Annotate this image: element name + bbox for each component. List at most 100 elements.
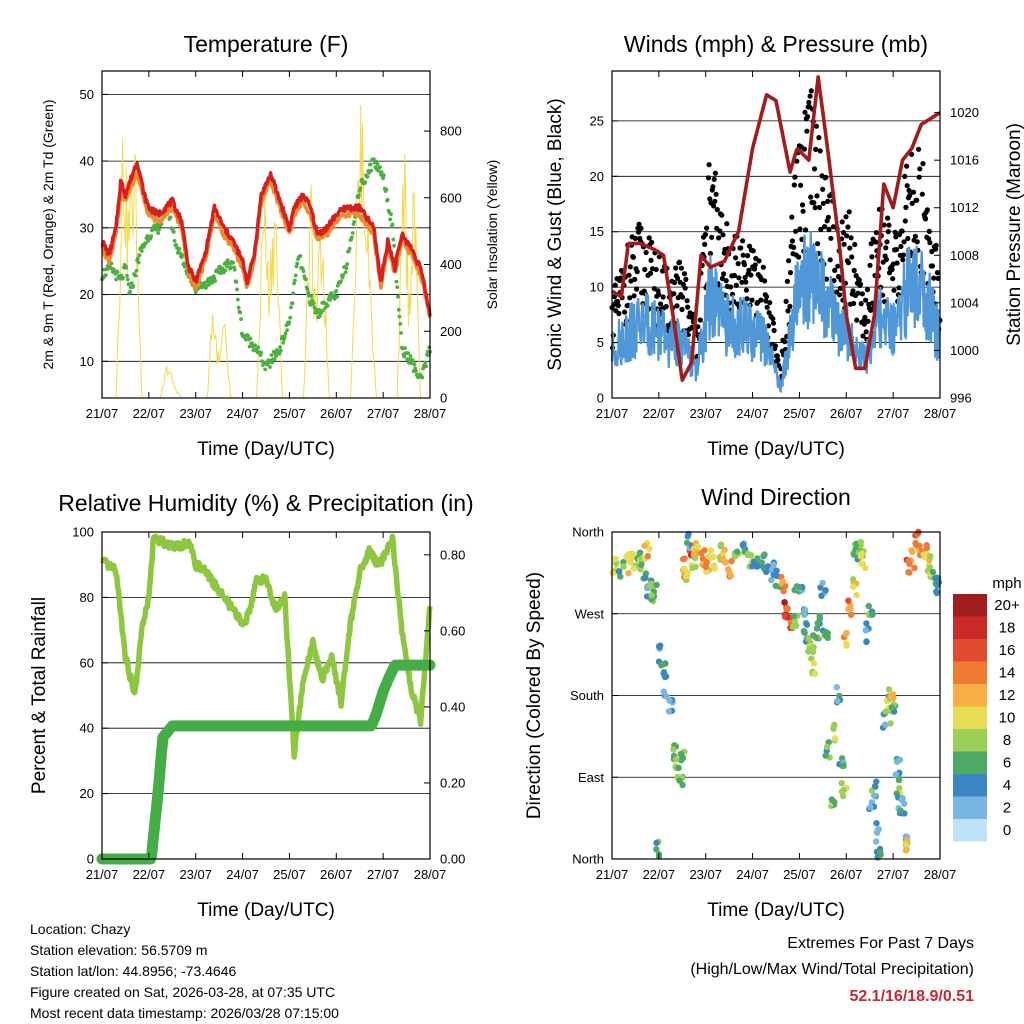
chart-title-1: Winds (mph) & Pressure (mb) (624, 31, 928, 57)
gust-point (902, 218, 908, 224)
gust-point (679, 306, 685, 313)
ytick-label-3-3: West (575, 606, 605, 621)
chart-title-0: Temperature (F) (184, 31, 349, 57)
gust-point (886, 222, 892, 228)
direction-point (660, 688, 667, 695)
direction-point (882, 708, 889, 715)
dewpoint-point (334, 289, 339, 293)
direction-point (689, 564, 696, 572)
direction-point (630, 565, 637, 572)
dewpoint-point (317, 307, 321, 312)
dewpoint-point (136, 256, 140, 261)
gust-point (663, 303, 669, 310)
dewpoint-point (420, 375, 425, 380)
gust-point (634, 286, 640, 292)
gust-point (615, 303, 621, 309)
direction-point (675, 764, 682, 772)
direction-point (850, 583, 857, 590)
dewpoint-point (129, 281, 134, 285)
gust-point (804, 114, 811, 120)
dewpoint-point (318, 314, 322, 318)
gust-point (658, 301, 664, 307)
dewpoint-point (225, 264, 229, 269)
gust-point (782, 339, 788, 345)
dewpoint-point (124, 265, 129, 270)
direction-point (779, 578, 786, 585)
gust-point (752, 266, 758, 272)
xtick-label-2-5: 26/07 (320, 867, 353, 882)
gust-point (789, 214, 795, 220)
gust-point (706, 162, 712, 168)
direction-point (818, 592, 825, 599)
direction-point (795, 583, 803, 591)
direction-point (754, 555, 761, 562)
gust-point (702, 241, 708, 247)
gust-point (828, 235, 834, 241)
xtick-label-1-0: 21/07 (596, 406, 629, 421)
gust-point (906, 187, 912, 194)
dewpoint-point (378, 165, 382, 170)
gust-point (848, 235, 854, 241)
xtick-label-2-4: 25/07 (273, 867, 306, 882)
direction-point (803, 621, 811, 628)
legend-label-4: 12 (999, 687, 1016, 704)
y2tick-label-1-6: 1020 (950, 105, 979, 120)
gust-point (843, 214, 849, 220)
gust-point (850, 288, 856, 294)
dewpoint-point (128, 289, 133, 294)
gust-point (745, 253, 751, 259)
dewpoint-point (234, 280, 239, 284)
gust-point (893, 246, 900, 253)
gust-point (635, 229, 642, 235)
ytick-label-1-2: 10 (590, 280, 604, 295)
xtick-label-2-6: 27/07 (367, 867, 400, 882)
gust-point (904, 183, 910, 189)
xaxis-label-0: Time (Day/UTC) (197, 439, 335, 460)
dewpoint-point (344, 266, 349, 270)
gust-point (615, 298, 621, 305)
direction-point (702, 563, 709, 570)
gust-point (898, 243, 904, 250)
dewpoint-point (282, 334, 287, 339)
gust-point (927, 240, 933, 246)
gust-point (660, 294, 666, 300)
gust-point (731, 272, 738, 279)
gust-point (653, 266, 659, 273)
gust-point (818, 226, 824, 232)
direction-point (869, 611, 876, 618)
dewpoint-point (408, 354, 413, 358)
ytick-label-2-4: 80 (80, 590, 94, 605)
gust-point (740, 238, 746, 244)
gust-point (856, 277, 862, 283)
gust-point (857, 281, 864, 287)
gust-point (705, 175, 712, 181)
gust-point (682, 285, 688, 291)
chart-title-3: Wind Direction (701, 484, 851, 510)
gust-point (845, 224, 851, 230)
direction-point (722, 559, 729, 566)
direction-point (642, 574, 649, 582)
dewpoint-point (303, 277, 308, 282)
gust-point (904, 163, 910, 169)
yaxis-label-1: Sonic Wind & Gust (Blue, Black) (545, 98, 566, 370)
gust-point (851, 267, 857, 274)
ytick-label-2-2: 40 (80, 721, 94, 736)
gust-point (627, 264, 633, 270)
direction-point (903, 841, 910, 848)
gust-point (926, 228, 932, 234)
gust-point (929, 263, 936, 269)
gust-point (889, 266, 895, 273)
direction-point (672, 756, 680, 763)
gust-point (807, 93, 813, 99)
xtick-label-0-0: 21/07 (86, 406, 119, 421)
y2tick-label-0-4: 800 (440, 124, 462, 139)
gust-point (798, 182, 804, 188)
gust-point (929, 248, 935, 255)
legend-label-7: 6 (1003, 755, 1011, 772)
xtick-label-2-2: 23/07 (179, 867, 212, 882)
gust-point (851, 300, 857, 307)
direction-point (676, 777, 683, 784)
direction-point (694, 543, 701, 550)
gust-point (632, 276, 638, 282)
dewpoint-point (229, 265, 233, 270)
